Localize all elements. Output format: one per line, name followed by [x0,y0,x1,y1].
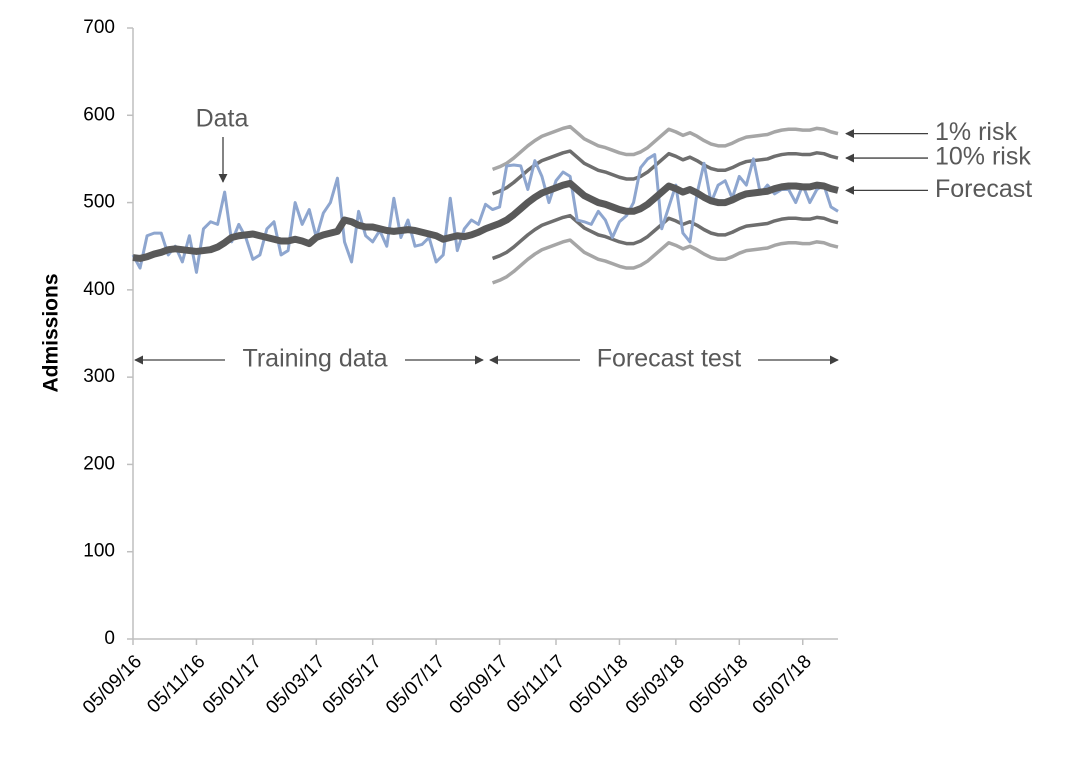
x-tick-label: 05/03/18 [622,651,689,718]
x-tick-label: 05/01/17 [199,651,266,718]
legend-label: 10% risk [935,143,1031,171]
x-tick-label: 05/09/16 [79,651,146,718]
series-line [132,179,839,262]
x-tick-label: 05/11/16 [143,651,209,717]
x-tick-label: 05/01/18 [565,651,632,718]
x-tick-label: 05/07/17 [382,651,449,718]
y-tick-label: 300 [83,366,115,387]
y-tick-label: 100 [83,541,115,562]
series-line [491,149,839,196]
legend-label: Forecast [935,175,1032,203]
y-axis-label: Admissions [40,273,63,392]
x-tick-label: 05/11/17 [503,651,569,717]
x-tick-label: 05/05/17 [319,651,386,718]
annotation: Training data [243,345,388,373]
y-tick-label: 0 [104,628,115,649]
x-tick-label: 05/03/17 [262,651,329,718]
y-tick-label: 400 [83,279,115,300]
band-line [491,238,839,285]
y-tick-label: 500 [83,192,115,213]
y-tick-label: 200 [83,453,115,474]
legend-label: Data [196,105,249,133]
x-tick-label: 05/09/17 [446,651,513,718]
y-tick-label: 700 [83,17,115,38]
legend-label: 1% risk [935,118,1017,146]
series-line [491,124,839,172]
x-tick-label: 05/07/18 [749,651,816,718]
series-line [131,153,839,274]
x-tick-label: 05/05/18 [685,651,752,718]
annotation: Forecast test [597,345,742,373]
y-tick-label: 600 [83,104,115,125]
